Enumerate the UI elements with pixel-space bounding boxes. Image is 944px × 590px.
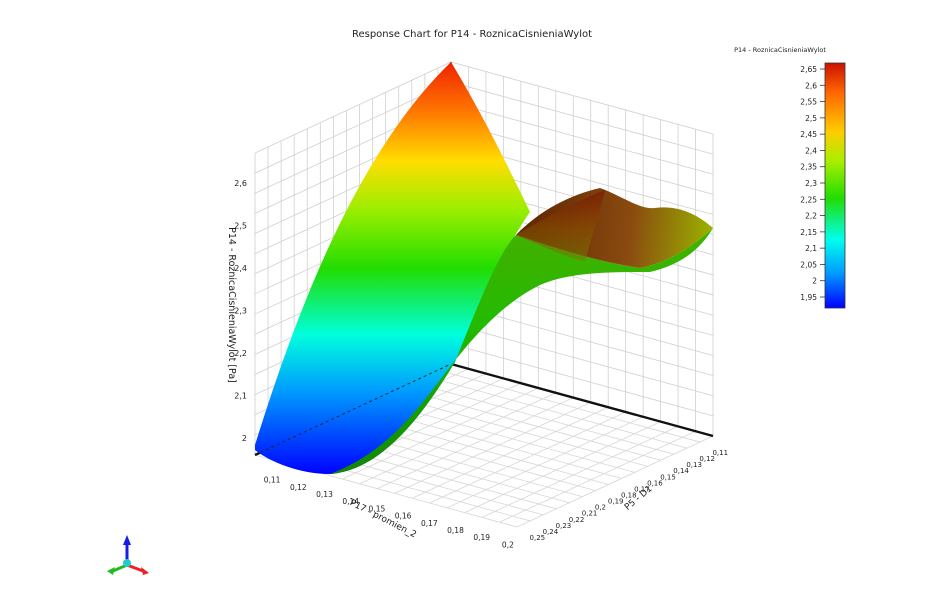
color-legend: P14 - RoznicaCisnieniaWylot 2,652,62,552… xyxy=(734,46,846,309)
y-tick-label: 0,25 xyxy=(530,534,546,542)
z-tick-label: 2,6 xyxy=(234,179,247,188)
x-tick-label: 0,16 xyxy=(395,512,412,521)
z-tick-label: 2,1 xyxy=(234,391,247,400)
legend-tick-label: 2 xyxy=(812,277,817,286)
orientation-triad xyxy=(107,535,149,575)
y-tick-label: 0,2 xyxy=(595,504,606,512)
legend-tick-label: 2,2 xyxy=(805,212,817,221)
y-tick-label: 0,15 xyxy=(660,473,676,481)
y-tick-label: 0,19 xyxy=(608,498,624,506)
legend-ticks: 2,65 2,6 2,55 2,5 2,45 2,4 2,35 2,3 2,25 2,2 2,15 2… xyxy=(800,65,825,302)
y-tick-label: 0,14 xyxy=(673,467,689,475)
legend-tick-label: 1,95 xyxy=(800,293,817,302)
legend-color-bar xyxy=(824,62,846,309)
x-tick-label: 0,15 xyxy=(369,504,386,513)
x-tick-label: 0,12 xyxy=(290,483,307,492)
surface-right-face xyxy=(330,228,713,474)
y-tick-label: 0,12 xyxy=(699,455,715,463)
z-axis-ticks: 2 2,1 2,2 2,3 2,4 2,5 2,6 xyxy=(234,179,247,443)
legend-title: P14 - RoznicaCisnieniaWylot xyxy=(734,46,826,54)
y-tick-label: 0,17 xyxy=(634,485,650,493)
legend-tick-label: 2,6 xyxy=(805,81,817,90)
x-tick-label: 0,18 xyxy=(447,526,464,535)
x-tick-label: 0,11 xyxy=(264,476,281,485)
legend-tick-label: 2,3 xyxy=(805,179,817,188)
z-tick-label: 2,4 xyxy=(234,264,247,273)
legend-tick-label: 2,55 xyxy=(800,98,817,107)
surface-ridge-shade xyxy=(516,190,605,262)
x-tick-label: 0,14 xyxy=(342,497,359,506)
y-axis-ticks: 0,250,240,230,220,210,20,190,180,170,160… xyxy=(530,449,729,542)
legend-tick-label: 2,1 xyxy=(805,244,817,253)
legend-tick-label: 2,5 xyxy=(805,114,817,123)
y-tick-label: 0,13 xyxy=(686,461,702,469)
legend-tick-label: 2,65 xyxy=(800,65,817,74)
x-axis-ticks: 0,11 0,12 0,13 0,14 0,15 0,16 0,17 0,18 0,19 0,2 xyxy=(264,476,514,550)
y-tick-label: 0,23 xyxy=(556,522,572,530)
y-tick-label: 0,24 xyxy=(543,528,559,536)
y-tick-label: 0,21 xyxy=(582,510,598,518)
x-tick-label: 0,17 xyxy=(421,519,438,528)
y-tick-label: 0,22 xyxy=(569,516,585,524)
response-surface xyxy=(254,62,713,474)
z-tick-label: 2,5 xyxy=(234,221,247,230)
z-tick-label: 2 xyxy=(242,434,247,443)
legend-tick-label: 2,45 xyxy=(800,130,817,139)
x-tick-label: 0,13 xyxy=(316,490,333,499)
y-tick-label: 0,18 xyxy=(621,492,637,500)
legend-tick-label: 2,15 xyxy=(800,228,817,237)
z-tick-label: 2,2 xyxy=(234,349,247,358)
legend-tick-label: 2,05 xyxy=(800,260,817,269)
y-tick-label: 0,11 xyxy=(712,449,728,457)
legend-tick-label: 2,35 xyxy=(800,163,817,172)
x-tick-label: 0,19 xyxy=(473,533,490,542)
z-tick-label: 2,3 xyxy=(234,306,247,315)
surface-left-face xyxy=(255,62,530,474)
legend-tick-label: 2,25 xyxy=(800,195,817,204)
z-axis-label: P14 - RoznicaCisnieniaWylot [Pa] xyxy=(226,227,237,383)
y-tick-label: 0,16 xyxy=(647,479,663,487)
x-tick-label: 0,2 xyxy=(502,540,514,549)
legend-tick-label: 2,4 xyxy=(805,146,817,155)
chart-title: Response Chart for P14 - RoznicaCisnieni… xyxy=(352,29,592,40)
